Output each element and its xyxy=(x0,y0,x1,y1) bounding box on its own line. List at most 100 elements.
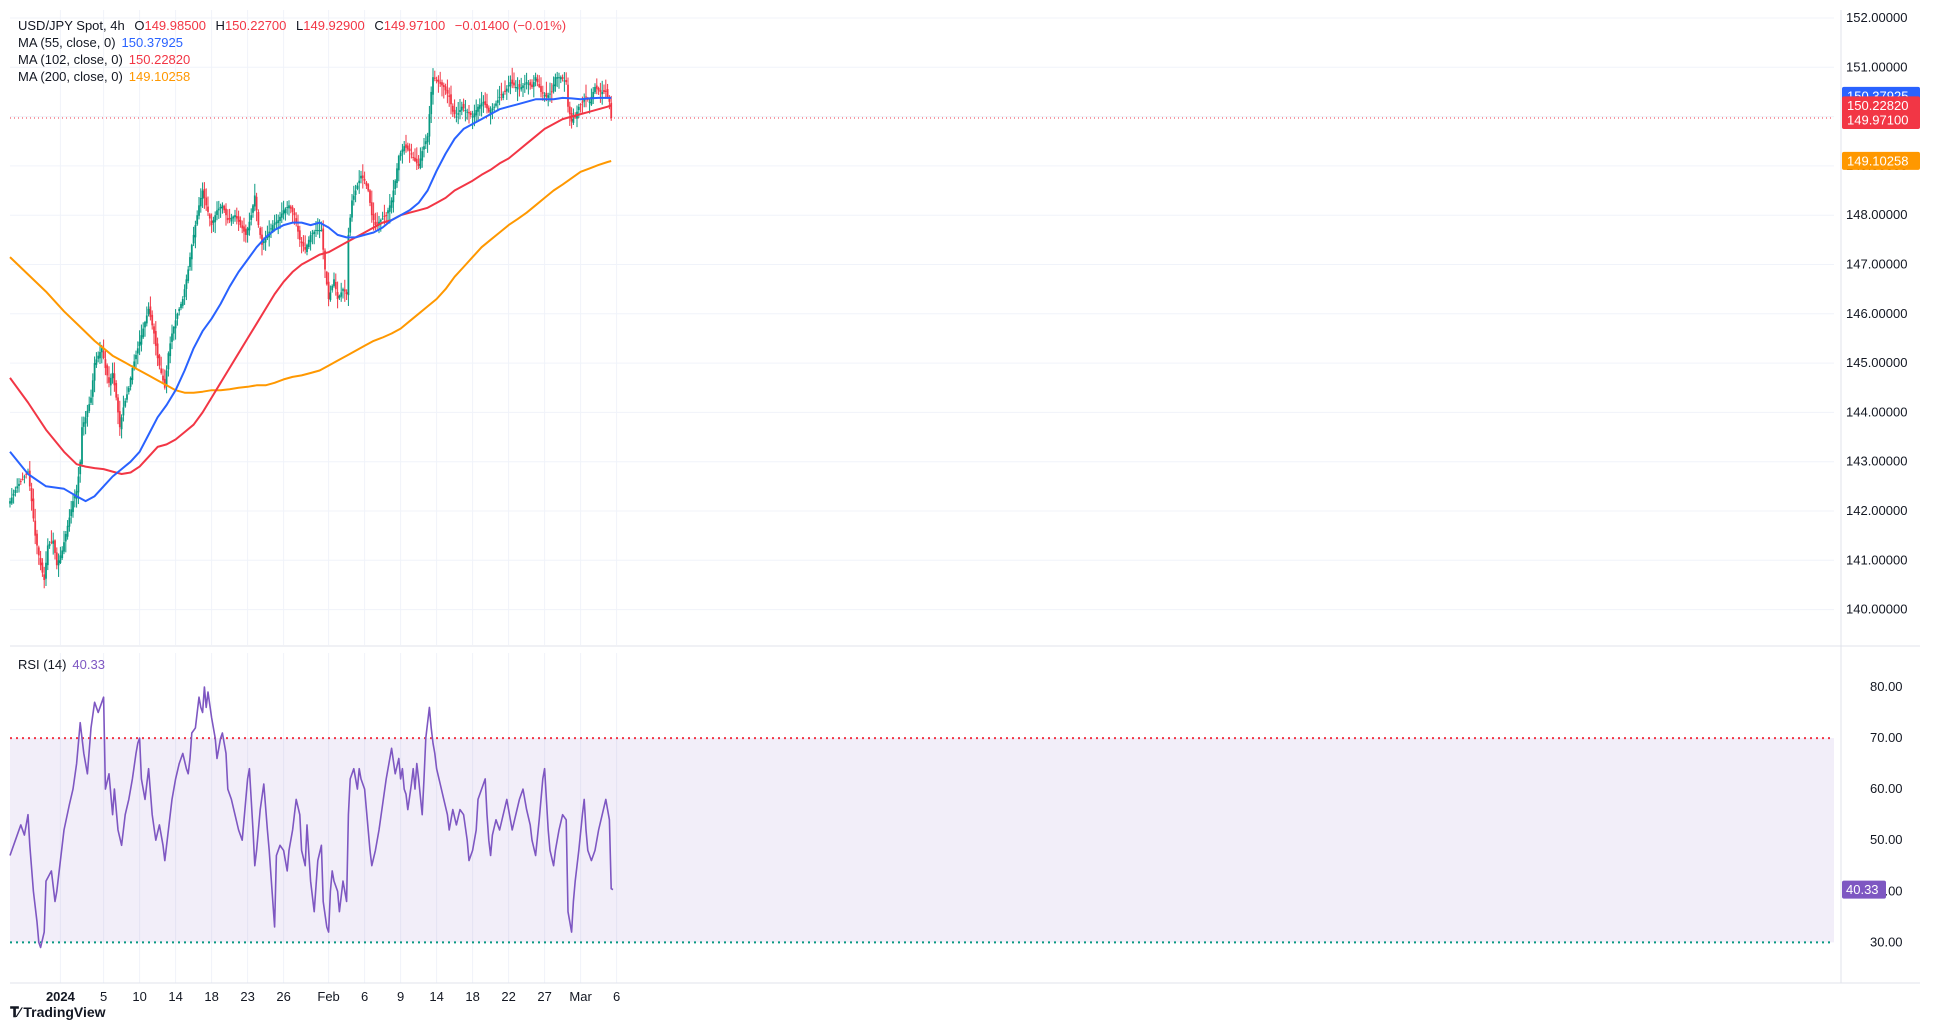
candle-body xyxy=(343,289,346,292)
candle-body xyxy=(478,105,481,109)
candle-body xyxy=(241,225,244,229)
candle-body xyxy=(261,234,263,245)
candle-body xyxy=(109,377,112,386)
candle-body xyxy=(102,351,105,359)
candle-body xyxy=(579,104,582,106)
candle-body xyxy=(72,501,74,513)
candle-body xyxy=(360,175,362,179)
candle-body xyxy=(192,234,195,244)
candle-body xyxy=(412,156,415,158)
candle-body xyxy=(543,95,546,97)
time-tick-label: 6 xyxy=(361,989,368,1004)
candle-body xyxy=(295,218,298,224)
candle-body xyxy=(64,534,67,542)
candle-body xyxy=(387,210,389,214)
candle-body xyxy=(415,158,418,164)
price-tick-label: 145.00000 xyxy=(1846,355,1907,370)
candle-body xyxy=(122,407,125,416)
candle-body xyxy=(14,490,17,493)
candle-body xyxy=(342,289,344,291)
candle-body xyxy=(504,90,506,92)
candle-body xyxy=(459,110,461,113)
candle-body xyxy=(304,247,307,250)
candle-body xyxy=(239,219,242,226)
price-tick-label: 148.00000 xyxy=(1846,207,1907,222)
candle-body xyxy=(86,410,89,418)
candle-body xyxy=(381,218,384,220)
candle-body xyxy=(513,82,515,86)
candle-body xyxy=(190,244,193,260)
time-tick-label: 27 xyxy=(537,989,551,1004)
candle-body xyxy=(91,380,94,397)
candle-body xyxy=(235,215,238,219)
candle-body xyxy=(271,225,274,232)
time-tick-label: 9 xyxy=(397,989,404,1004)
candle-body xyxy=(403,146,406,151)
candle-body xyxy=(210,220,213,226)
tradingview-logo[interactable]: 𝐓∕ TradingView xyxy=(10,1004,106,1021)
candle-body xyxy=(142,328,145,338)
candle-body xyxy=(297,225,299,232)
candle-body xyxy=(514,87,517,89)
candle-body xyxy=(583,99,586,102)
candle-body xyxy=(207,206,209,212)
candle-body xyxy=(464,110,467,112)
high-value: 150.22700 xyxy=(224,18,287,33)
time-tick-label: 22 xyxy=(501,989,515,1004)
candle-body xyxy=(115,383,118,398)
candle-body xyxy=(333,279,335,286)
candle-body xyxy=(113,373,116,386)
candle-body xyxy=(486,103,488,109)
candle-body xyxy=(588,101,591,103)
candle-body xyxy=(291,207,294,212)
change-value: −0.01400 (−0.01%) xyxy=(454,18,567,33)
candle-body xyxy=(28,470,31,487)
candle-body xyxy=(446,89,449,94)
rsi-tick-label: 80.00 xyxy=(1870,679,1903,694)
candle-body xyxy=(599,89,602,92)
candle-body xyxy=(12,493,15,496)
candle-body xyxy=(437,79,440,83)
candle-body xyxy=(279,216,281,221)
candle-body xyxy=(498,96,501,98)
candle-body xyxy=(372,213,375,221)
candle-body xyxy=(27,471,29,473)
candle-body xyxy=(471,116,474,118)
candle-body xyxy=(577,106,580,111)
candle-body xyxy=(477,106,479,112)
candle-body xyxy=(124,400,127,407)
candle-body xyxy=(169,343,172,357)
candle-body xyxy=(392,190,395,203)
candle-body xyxy=(480,103,483,107)
candle-body xyxy=(45,562,47,579)
candle-body xyxy=(487,107,490,112)
candle-body xyxy=(212,220,215,223)
candle-body xyxy=(93,363,96,381)
candle-body xyxy=(475,110,478,116)
candle-body xyxy=(493,106,496,108)
candle-body xyxy=(244,228,247,235)
candle-body xyxy=(264,238,267,243)
candle-body xyxy=(541,92,544,94)
candle-body xyxy=(606,89,609,97)
candle-body xyxy=(307,239,310,248)
candle-body xyxy=(378,221,380,225)
candle-body xyxy=(135,354,137,360)
candle-body xyxy=(106,365,109,376)
candle-body xyxy=(185,279,188,289)
symbol-title: USD/JPY Spot, 4h xyxy=(18,18,125,33)
candle-body xyxy=(538,84,541,88)
tradingview-icon: 𝐓∕ xyxy=(10,1004,20,1020)
candle-body xyxy=(228,218,231,220)
ma102-label: MA (102, close, 0) xyxy=(18,52,123,67)
candle-body xyxy=(442,84,445,88)
candle-body xyxy=(509,82,512,87)
candle-body xyxy=(354,190,357,196)
candle-body xyxy=(324,250,326,270)
candle-body xyxy=(468,112,470,114)
candle-body xyxy=(550,91,553,93)
candle-body xyxy=(280,213,283,218)
ma200-value: 149.10258 xyxy=(128,69,191,84)
candle-body xyxy=(55,552,58,566)
